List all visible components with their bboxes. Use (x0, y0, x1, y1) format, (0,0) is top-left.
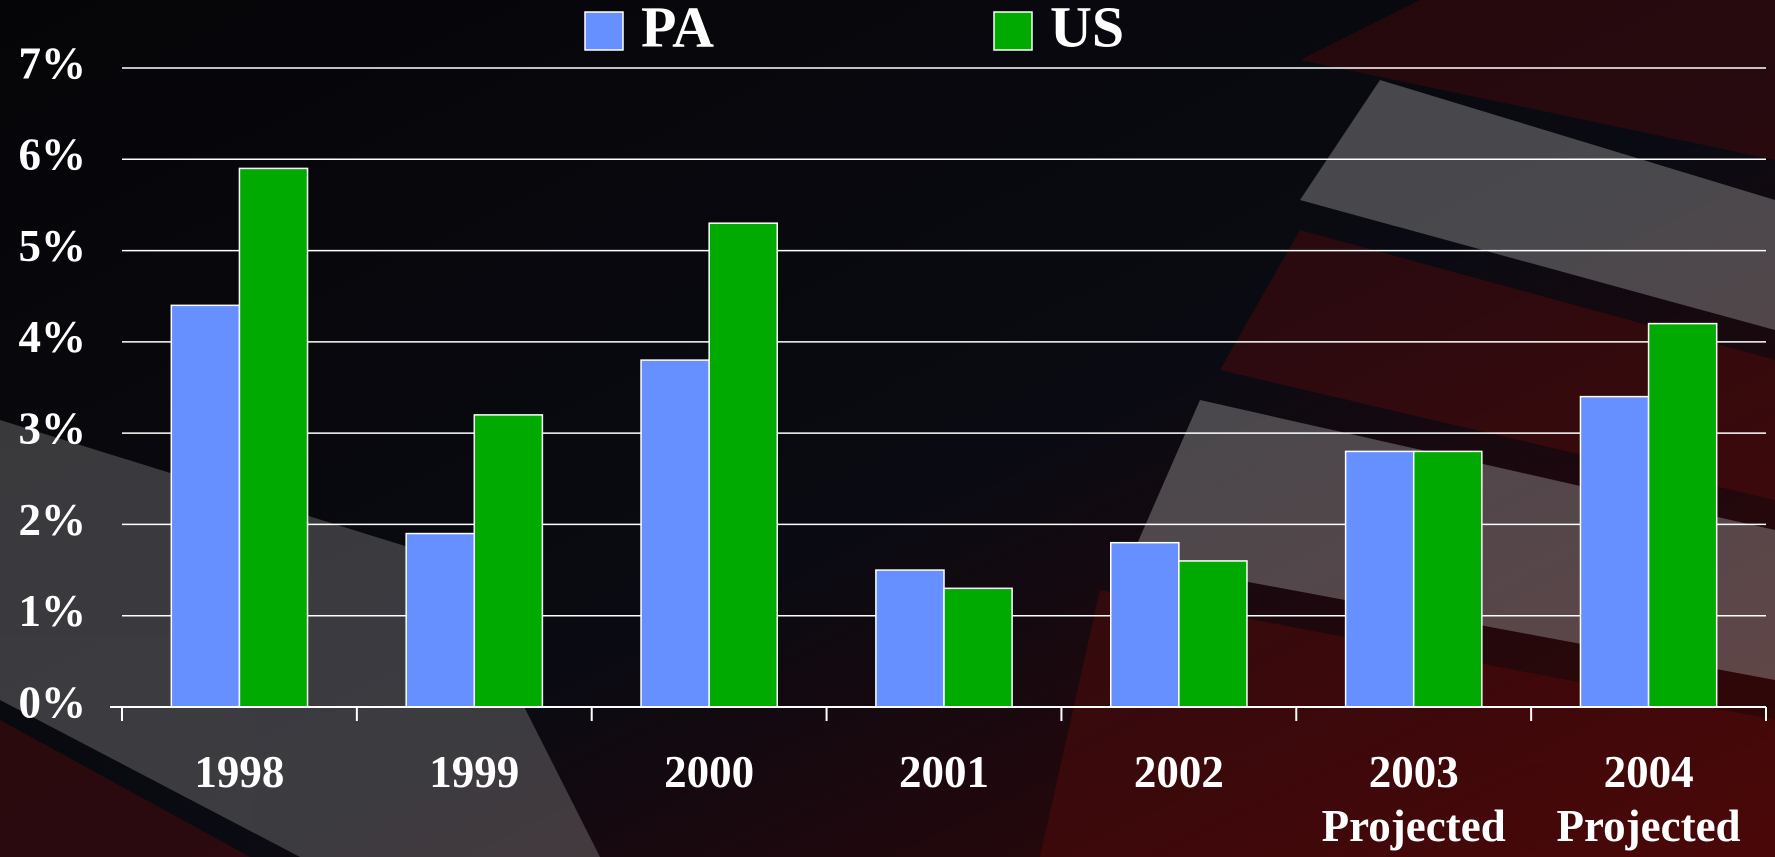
y-tick-label: 6% (19, 130, 87, 180)
y-tick-label: 1% (19, 586, 87, 636)
bar (1414, 451, 1482, 707)
x-tick-label: 2003 Projected (1296, 745, 1531, 853)
legend-label: US (1050, 0, 1124, 59)
slide: 0%1%2%3%4%5%6%7%PAUS 1998199920002001200… (0, 0, 1775, 857)
bar (1649, 324, 1717, 707)
bar (1111, 543, 1179, 707)
x-tick-label: 2001 (827, 745, 1062, 799)
x-tick-label: 1998 (122, 745, 357, 799)
x-tick-label: 2002 (1061, 745, 1296, 799)
bar (1346, 451, 1414, 707)
bar (944, 588, 1012, 707)
legend-label: PA (641, 0, 714, 59)
bar (171, 305, 239, 707)
y-tick-label: 5% (19, 221, 87, 271)
x-tick-label: 2004 Projected (1531, 745, 1766, 853)
bar (406, 534, 474, 707)
bar (1580, 397, 1648, 707)
y-tick-label: 2% (19, 495, 87, 545)
bar (709, 223, 777, 707)
bar (474, 415, 542, 707)
bar (239, 168, 307, 707)
bar (1179, 561, 1247, 707)
legend-swatch (994, 12, 1032, 50)
y-tick-label: 0% (19, 677, 87, 727)
y-tick-label: 7% (19, 38, 87, 88)
x-tick-label: 1999 (357, 745, 592, 799)
bar (641, 360, 709, 707)
x-tick-label: 2000 (592, 745, 827, 799)
y-tick-label: 4% (19, 312, 87, 362)
chart: 0% 1% 2% 3% 4% 5% 6% 7% PA US (0, 0, 1775, 857)
y-tick-label: 3% (19, 403, 87, 453)
bar (876, 570, 944, 707)
legend-swatch (585, 12, 623, 50)
